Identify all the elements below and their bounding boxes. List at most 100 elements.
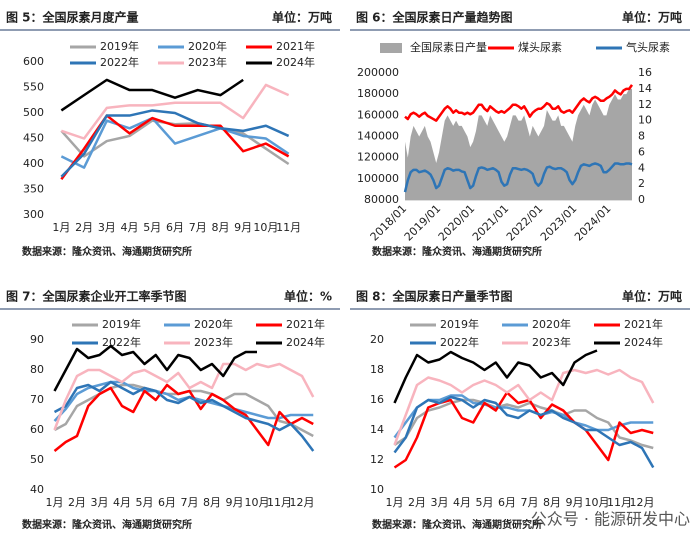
line xyxy=(53,362,315,431)
y-tick-label: 600 xyxy=(23,55,44,68)
line xyxy=(403,162,633,193)
y2-tick-label: 2 xyxy=(638,177,645,190)
line xyxy=(393,395,655,469)
x-tick-label: 12月 xyxy=(630,496,655,509)
x-tick-label: 3月 xyxy=(98,221,116,234)
y-tick-label: 18 xyxy=(370,363,384,376)
x-tick-label: 6月 xyxy=(498,496,516,509)
line xyxy=(60,78,244,112)
y2-tick-label: 0 xyxy=(638,193,645,206)
x-tick-label: 6月 xyxy=(158,496,176,509)
legend-label: 2020年 xyxy=(194,317,233,331)
line xyxy=(60,83,290,140)
legend-label: 2019年 xyxy=(102,317,141,331)
legend-label: 2021年 xyxy=(276,39,315,53)
line xyxy=(53,380,314,422)
legend-label: 2023年 xyxy=(194,335,233,349)
line xyxy=(393,349,598,404)
y-tick-label: 90 xyxy=(30,333,44,346)
y-tick-label: 100000 xyxy=(357,172,399,185)
y-tick-label: 350 xyxy=(23,183,44,196)
line xyxy=(53,383,314,452)
x-tick-label: 11月 xyxy=(267,496,292,509)
y2-tick-label: 4 xyxy=(638,161,645,174)
x-tick-label: 5月 xyxy=(476,496,494,509)
line xyxy=(53,380,315,452)
y-tick-label: 80 xyxy=(30,363,44,376)
x-tick-label: 1月 xyxy=(386,496,404,509)
legend-label: 2024年 xyxy=(286,335,325,349)
x-tick-label: 12月 xyxy=(290,496,315,509)
legend-label: 2024年 xyxy=(624,335,663,349)
y-tick-label: 140000 xyxy=(357,130,399,143)
x-tick-label: 7月 xyxy=(189,221,207,234)
line xyxy=(404,84,634,122)
y2-tick-label: 6 xyxy=(638,145,645,158)
x-tick-label: 4月 xyxy=(113,496,131,509)
legend-label: 2023年 xyxy=(188,55,227,69)
y-tick-label: 70 xyxy=(30,393,44,406)
x-tick-label: 10月 xyxy=(253,221,278,234)
x-tick-label: 2月 xyxy=(68,496,86,509)
x-tick-label: 7月 xyxy=(181,496,199,509)
x-tick-label: 8月 xyxy=(211,221,229,234)
source-note: 数据来源：隆众资讯、海通期货研究所 xyxy=(22,518,192,531)
panel-unit: 单位：万吨 xyxy=(272,10,332,25)
legend-label: 2019年 xyxy=(100,39,139,53)
source-note: 数据来源：隆众资讯、海通期货研究所 xyxy=(22,245,192,258)
x-tick-label: 2月 xyxy=(408,496,426,509)
y-tick-label: 20 xyxy=(370,333,384,346)
line xyxy=(393,368,655,446)
x-tick-label: 7月 xyxy=(521,496,539,509)
x-tick-label: 11月 xyxy=(607,496,632,509)
x-tick-label: 5月 xyxy=(143,221,161,234)
line xyxy=(60,109,290,178)
y2-tick-label: 16 xyxy=(638,66,652,79)
x-tick-label: 11月 xyxy=(276,221,301,234)
panel-title: 图 5：全国尿素月度产量 xyxy=(6,10,139,25)
line xyxy=(393,394,654,439)
y-tick-label: 500 xyxy=(23,106,44,119)
x-tick-label: 5月 xyxy=(136,496,154,509)
y-tick-label: 550 xyxy=(23,81,44,94)
panel-title: 图 7：全国尿素企业开工率季节图 xyxy=(6,289,187,304)
x-tick-label: 9月 xyxy=(234,221,252,234)
panel-unit: 单位：万吨 xyxy=(622,289,682,304)
y-tick-label: 80000 xyxy=(364,193,399,206)
panel-title: 图 6：全国尿素日产量趋势图 xyxy=(356,10,513,25)
y-tick-label: 400 xyxy=(23,157,44,170)
legend-label: 2021年 xyxy=(286,317,325,331)
x-tick-label: 10月 xyxy=(585,496,610,509)
y-tick-label: 200000 xyxy=(357,66,399,79)
y-tick-label: 10 xyxy=(370,483,384,496)
y-tick-label: 12 xyxy=(370,453,384,466)
legend-label: 2022年 xyxy=(100,55,139,69)
y-tick-label: 40 xyxy=(30,483,44,496)
watermark: 公众号 · 能源研发中心 xyxy=(531,510,690,529)
x-tick-label: 3月 xyxy=(431,496,449,509)
y-tick-label: 450 xyxy=(23,132,44,145)
legend-label: 2020年 xyxy=(532,317,571,331)
panel-unit: 单位：万吨 xyxy=(622,10,682,25)
x-tick-label: 8月 xyxy=(543,496,561,509)
x-tick-label: 4月 xyxy=(453,496,471,509)
y-tick-label: 14 xyxy=(370,423,384,436)
legend-label: 2024年 xyxy=(276,55,315,69)
line xyxy=(60,119,290,166)
legend-label: 2022年 xyxy=(440,335,479,349)
y-tick-label: 16 xyxy=(370,393,384,406)
x-tick-label: 2月 xyxy=(75,221,93,234)
legend-label: 2019年 xyxy=(440,317,479,331)
y2-tick-label: 12 xyxy=(638,98,652,111)
source-note: 数据来源：隆众资讯、海通期货研究所 xyxy=(372,518,542,531)
x-tick-label: 1月 xyxy=(52,221,70,234)
x-tick-label: 10月 xyxy=(245,496,270,509)
y-tick-label: 50 xyxy=(30,453,44,466)
y-tick-label: 160000 xyxy=(357,108,399,121)
y-tick-label: 120000 xyxy=(357,151,399,164)
y-tick-label: 60 xyxy=(30,423,44,436)
x-tick-label: 8月 xyxy=(203,496,221,509)
y2-tick-label: 14 xyxy=(638,82,652,95)
